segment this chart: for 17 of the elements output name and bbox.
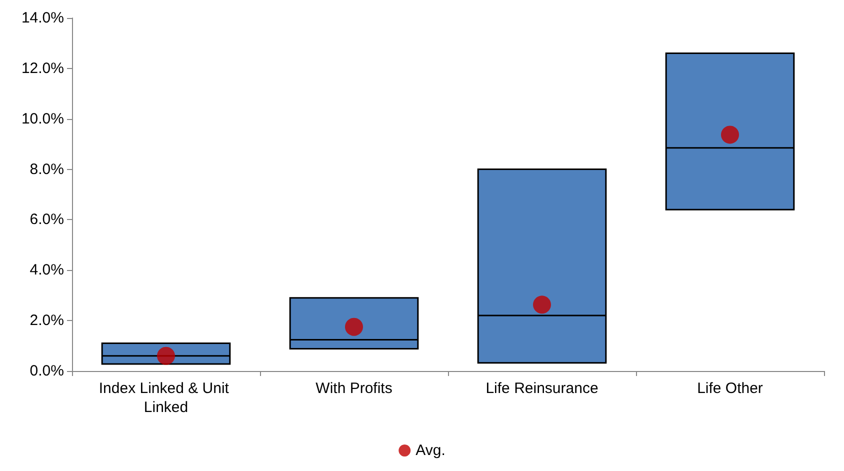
x-tick-label: Life Reinsurance bbox=[486, 380, 598, 397]
point bbox=[157, 346, 175, 365]
point bbox=[533, 296, 551, 314]
x-tick-label: With Profits bbox=[316, 380, 392, 397]
y-tick-label: 10.0% bbox=[21, 110, 64, 128]
y-tick-label: 8.0% bbox=[30, 160, 64, 178]
x-tick-label: Life Other bbox=[697, 380, 763, 397]
y-tick-label: 12.0% bbox=[21, 60, 64, 77]
y-tick-label: 2.0% bbox=[30, 312, 64, 330]
point bbox=[345, 318, 363, 336]
x-tick-label: Index Linked & Unit Linked bbox=[98, 380, 234, 416]
y-tick-label: 14.0% bbox=[21, 10, 64, 26]
y-tick-label: 0.0% bbox=[30, 362, 64, 380]
y-tick-label: 6.0% bbox=[30, 211, 64, 228]
y-tick-label: 4.0% bbox=[30, 262, 64, 279]
point bbox=[721, 126, 739, 144]
legend-label: Avg. bbox=[416, 442, 446, 459]
